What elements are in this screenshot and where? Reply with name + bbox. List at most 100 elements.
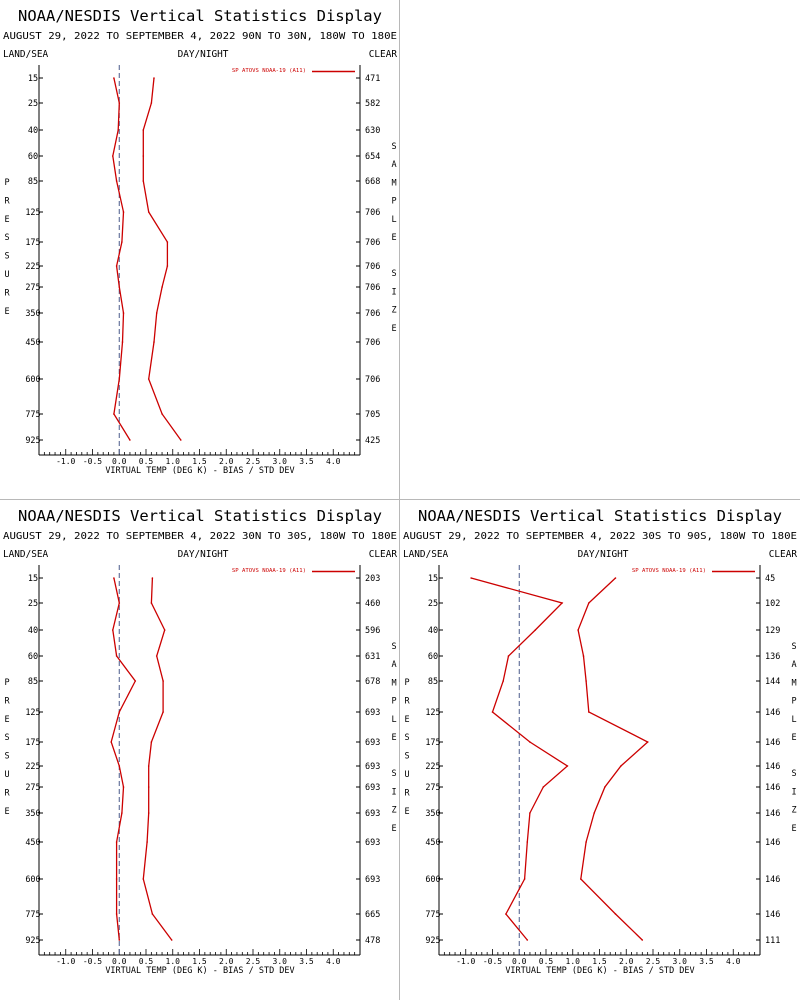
- bias-point: [534, 629, 537, 631]
- panel-title: NOAA/NESDIS Vertical Statistics Display: [18, 7, 382, 25]
- sample-axis-letter: E: [391, 324, 396, 334]
- bias-point: [113, 413, 115, 415]
- sample-size-label: 144: [765, 677, 780, 687]
- legend-label: SP ATOVS NOAA-19 (A11): [632, 568, 706, 574]
- std_dev-point: [646, 741, 649, 743]
- x-tick-label: 4.0: [326, 957, 341, 966]
- sample-size-label: 706: [365, 208, 380, 218]
- pressure-level-label: 125: [425, 708, 440, 718]
- sample-size-label: 706: [365, 262, 380, 272]
- sample-size-label: 654: [365, 152, 380, 162]
- pressure-axis-letter: U: [4, 770, 9, 780]
- bias-point: [526, 939, 529, 941]
- x-tick-label: 2.5: [246, 457, 261, 466]
- sample-size-label: 203: [365, 574, 380, 584]
- bias-point: [115, 841, 118, 843]
- sample-size-label: 693: [365, 738, 380, 748]
- std_dev-point: [150, 102, 153, 104]
- x-tick-label: -0.5: [83, 457, 102, 466]
- sample-axis-letter: Z: [791, 806, 796, 816]
- bias-point: [561, 602, 563, 604]
- std_dev-point: [142, 129, 145, 131]
- sample-size-label: 460: [365, 599, 380, 609]
- pressure-level-label: 600: [25, 375, 40, 385]
- sample-size-label: 678: [365, 677, 380, 687]
- pressure-axis-letter: R: [4, 788, 10, 798]
- sample-axis-letter: P: [391, 197, 396, 207]
- sample-size-label: 582: [365, 99, 380, 109]
- bias-point: [529, 741, 531, 743]
- pressure-axis-letter: S: [4, 233, 9, 243]
- std_dev-point: [161, 286, 163, 288]
- sample-axis-letter: M: [391, 678, 396, 688]
- day-night-label: DAY/NIGHT: [178, 49, 229, 60]
- bias-point: [491, 711, 494, 713]
- bias-point: [507, 655, 510, 657]
- std_dev-point: [180, 439, 182, 441]
- std_dev-point: [166, 265, 169, 267]
- std_dev-point: [593, 812, 595, 814]
- std_dev-point: [147, 786, 150, 788]
- std_dev-point: [161, 413, 163, 415]
- pressure-level-label: 175: [425, 738, 440, 748]
- sample-size-label: 706: [365, 309, 380, 319]
- bias-line: [470, 577, 569, 941]
- bias-point: [115, 265, 118, 267]
- std_dev-point: [577, 629, 579, 631]
- pressure-axis-letter: S: [4, 733, 9, 743]
- x-tick-label: 1.5: [192, 457, 207, 466]
- sample-axis-letter: Z: [391, 306, 396, 316]
- std_dev-point: [147, 378, 150, 380]
- bias-point: [121, 341, 124, 343]
- pressure-level-label: 15: [428, 574, 438, 584]
- land-sea-label: LAND/SEA: [3, 549, 49, 560]
- sample-size-label: 665: [365, 910, 380, 920]
- std_dev-point: [582, 655, 585, 657]
- bias-point: [470, 577, 472, 579]
- std_dev-point: [614, 577, 617, 579]
- pressure-axis-letter: S: [4, 252, 9, 262]
- pressure-axis-letter: S: [4, 752, 9, 762]
- sample-size-label: 146: [765, 875, 780, 885]
- legend-label: SP ATOVS NOAA-19 (A11): [232, 68, 306, 74]
- pressure-axis-letter: E: [404, 807, 409, 817]
- x-tick-label: 3.0: [273, 957, 288, 966]
- bias-point: [118, 102, 121, 104]
- pressure-axis-letter: R: [4, 696, 10, 706]
- sample-axis-letter: A: [391, 160, 396, 170]
- std_dev-point: [147, 211, 150, 213]
- std_dev-point: [153, 341, 155, 343]
- sample-axis-letter: E: [791, 733, 796, 743]
- pressure-level-label: 350: [425, 809, 440, 819]
- clear-label: CLEAR: [369, 549, 398, 560]
- std_dev-point: [150, 741, 153, 743]
- x-tick-label: 3.0: [273, 457, 288, 466]
- x-tick-label: -1.0: [56, 957, 75, 966]
- std_dev-line: [577, 577, 649, 941]
- std_dev-point: [151, 913, 154, 915]
- bias-line: [112, 77, 131, 441]
- sample-size-label: 146: [765, 910, 780, 920]
- x-tick-label: 2.5: [646, 957, 661, 966]
- pressure-level-label: 40: [28, 626, 38, 636]
- pressure-level-label: 15: [28, 74, 38, 84]
- sample-size-label: 146: [765, 708, 780, 718]
- bias-point: [121, 812, 123, 814]
- pressure-level-label: 450: [425, 838, 440, 848]
- pressure-level-label: 275: [425, 783, 440, 793]
- bias-point: [112, 629, 114, 631]
- pressure-axis-letter: E: [4, 715, 9, 725]
- pressure-axis-letter: R: [404, 696, 410, 706]
- sample-size-label: 596: [365, 626, 380, 636]
- std_dev-point: [142, 180, 145, 182]
- sample-size-label: 146: [765, 738, 780, 748]
- chart-subtitle: AUGUST 29, 2022 TO SEPTEMBER 4, 2022 90N…: [3, 31, 397, 42]
- sample-size-label: 425: [365, 436, 380, 446]
- pressure-level-label: 125: [25, 708, 40, 718]
- pressure-level-label: 85: [428, 677, 438, 687]
- bias-point: [110, 741, 112, 743]
- sample-size-label: 693: [365, 809, 380, 819]
- day-night-label: DAY/NIGHT: [578, 549, 629, 560]
- pressure-level-label: 15: [28, 574, 38, 584]
- sample-size-label: 45: [765, 574, 775, 584]
